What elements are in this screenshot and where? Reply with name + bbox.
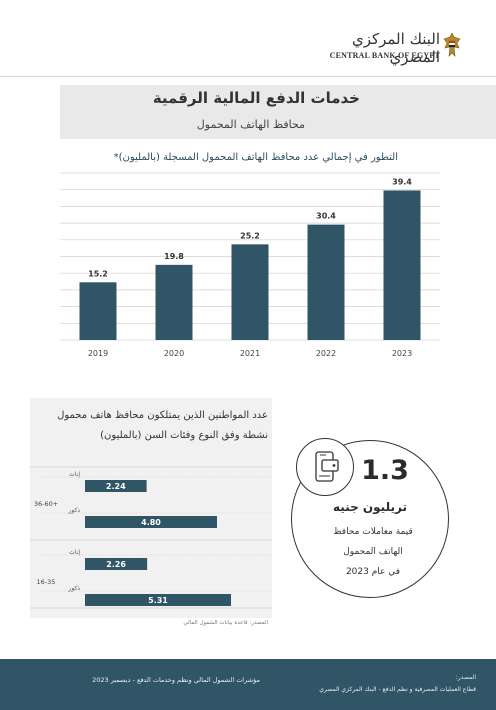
hbar-row-label: إناث <box>69 471 80 478</box>
hbar-row-label: إناث <box>69 549 80 556</box>
footer-report-title: مؤشرات الشمول المالي ونظم وخدمات الدفع -… <box>92 676 260 684</box>
hbar <box>85 594 232 606</box>
hbar-source-note: المصدر: قاعدة بيانات الشمول المالي <box>183 620 268 626</box>
bank-name-arabic: البنك المركزي المصري <box>351 30 440 66</box>
bar-value-label: 30.4 <box>316 212 336 221</box>
x-tick-label: 2019 <box>88 349 108 358</box>
hbar-row-label: ذكور <box>67 507 80 514</box>
hbar-value-label: 4.80 <box>141 518 161 527</box>
hbar-value-label: 2.24 <box>106 482 126 491</box>
footer-source-label: المصدر: <box>455 674 476 681</box>
stat-desc-line: قيمة معاملات محافظ <box>333 527 413 537</box>
demographics-bar-chart: 2.24 إناث 4.80 ذكور 36-60+ 2.26 إناث 5.31 ذكور 16… <box>30 466 272 609</box>
bar <box>231 244 269 340</box>
stat-unit: تريليون جنيه <box>333 500 407 514</box>
hbar <box>85 516 217 528</box>
hbar <box>85 480 147 492</box>
stat-desc-line: الهاتف المحمول <box>343 547 403 557</box>
footer-source-text: قطاع العمليات المصرفية و نظم الدفع - الب… <box>319 686 476 693</box>
demographics-panel <box>30 398 272 618</box>
hbar-chart-title-line2: نشطة وفق النوع وفئات السن (بالمليون) <box>100 430 268 441</box>
header-divider <box>0 76 496 77</box>
bar-value-label: 15.2 <box>88 269 108 278</box>
x-tick-label: 2022 <box>316 349 336 358</box>
bar <box>307 224 345 340</box>
bar <box>79 282 117 340</box>
bar-value-label: 39.4 <box>392 177 412 186</box>
stat-icon-ring <box>296 438 354 496</box>
bank-name-english: CENTRAL BANK OF EGYPT <box>329 51 440 60</box>
page-title: خدمات الدفع المالية الرقمية <box>152 89 360 107</box>
wallets-bar-chart: 15.2 2019 19.8 2020 25.2 2021 30.4 2022 39.4 2023 <box>60 172 440 358</box>
hbar-group-label: 16-35 <box>37 578 56 586</box>
mobile-wallet-icon <box>315 451 339 482</box>
hbar-group-label: 36-60+ <box>34 500 58 508</box>
bar <box>383 190 421 340</box>
x-tick-label: 2020 <box>164 349 184 358</box>
hbar-row-label: ذكور <box>67 585 80 592</box>
x-tick-label: 2021 <box>240 349 260 358</box>
hbar <box>85 558 148 570</box>
stat-desc-line: في عام 2023 <box>345 567 401 577</box>
stat-value: 1.3 <box>361 455 409 486</box>
hbar-chart-title-line1: عدد المواطنين الذين يمتلكون محافظ هاتف م… <box>57 410 268 421</box>
stat-description: قيمة معاملات محافظ الهاتف المحمول في عام… <box>318 522 428 582</box>
bar <box>155 264 193 340</box>
x-tick-label: 2023 <box>392 349 412 358</box>
header-band <box>60 85 496 139</box>
footer-bar <box>0 659 496 710</box>
bar-chart-title: التطور في إجمالي عدد محافظ الهاتف المحمو… <box>113 152 398 163</box>
bar-value-label: 25.2 <box>240 231 260 240</box>
hbar-value-label: 5.31 <box>148 596 168 605</box>
eagle-emblem-icon <box>443 32 461 57</box>
hbar-value-label: 2.26 <box>106 560 126 569</box>
page-subtitle: محافظ الهاتف المحمول <box>196 118 305 131</box>
bar-value-label: 19.8 <box>164 252 184 261</box>
